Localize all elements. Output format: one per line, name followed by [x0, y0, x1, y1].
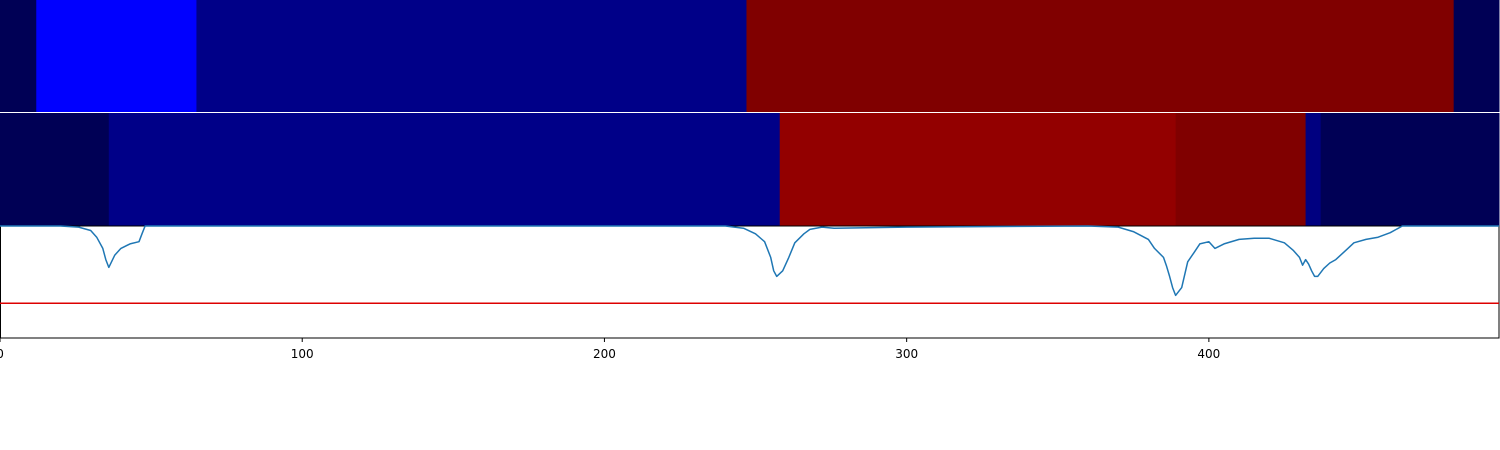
x-tick-label-300: 300	[895, 347, 918, 361]
x-tick-label-0: 0	[0, 347, 4, 361]
heatmap-bottom-cell-3	[1175, 113, 1307, 226]
line-chart-panel	[0, 225, 1500, 339]
heatmap-bottom-panel	[0, 113, 1500, 226]
heatmap-top-cell-4	[1453, 0, 1500, 112]
heatmap-bottom-cell-0	[0, 113, 110, 226]
line-panel-frame	[0, 225, 1500, 339]
heatmap-top-cell-1	[36, 0, 197, 112]
heatmap-bottom-cell-2	[779, 113, 1177, 226]
heatmap-bottom-cell-1	[108, 113, 781, 226]
series-line-0	[0, 225, 1499, 297]
heatmap-top-cell-0	[0, 0, 37, 112]
x-tick-label-100: 100	[291, 347, 314, 361]
heatmap-top-cell-3	[746, 0, 1455, 112]
heatmap-top-cell-2	[196, 0, 747, 112]
x-tick-label-400: 400	[1197, 347, 1220, 361]
heatmap-bottom-cell-5	[1320, 113, 1500, 226]
heatmap-top-panel	[0, 0, 1500, 113]
heatmap-bottom-cell-4	[1305, 113, 1322, 226]
x-axis: 0 100 200 300 400	[0, 338, 1220, 361]
x-tick-label-200: 200	[593, 347, 616, 361]
